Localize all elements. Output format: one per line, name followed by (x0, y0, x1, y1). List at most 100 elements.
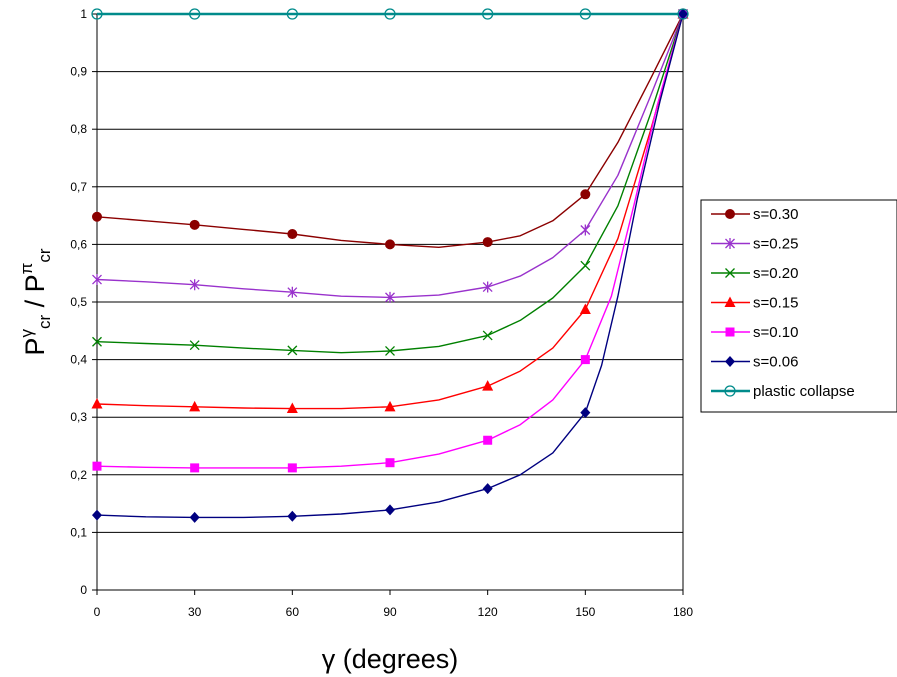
y-axis-title-separator: / (20, 292, 50, 315)
data-point-s-0-30 (287, 229, 298, 240)
data-point-s-0-30 (189, 219, 200, 230)
legend-marker (725, 209, 735, 219)
data-point-plastic-collapse (384, 8, 396, 20)
data-point-s-0-06 (189, 511, 200, 523)
legend-item-s-0-20: s=0.20 (711, 265, 798, 282)
y-axis-title-symbol-2: P (20, 274, 50, 292)
data-point-s-0-06 (482, 483, 493, 495)
data-point-s-0-15 (384, 400, 396, 412)
legend-marker (725, 268, 735, 278)
gridlines (97, 13, 683, 533)
series-line-s-0-25 (96, 13, 684, 299)
data-point-s-0-10 (385, 458, 395, 468)
data-point-plastic-collapse (482, 8, 494, 20)
y-tick-label: 0,2 (70, 468, 87, 482)
data-point-s-0-25 (92, 274, 102, 286)
data-point-s-0-20 (580, 260, 591, 271)
series-markers (91, 8, 689, 523)
legend-item-plastic-collapse: plastic collapse (711, 383, 855, 400)
y-tick-label: 0,5 (70, 295, 87, 309)
data-point-s-0-20 (92, 336, 102, 347)
data-point-s-0-15 (189, 400, 201, 412)
y-tick-label: 0,3 (70, 410, 87, 424)
legend-label: plastic collapse (753, 383, 855, 400)
data-point-plastic-collapse (189, 8, 201, 20)
data-point-s-0-10 (287, 463, 297, 473)
x-tick-label: 60 (286, 605, 300, 619)
data-point-s-0-20 (189, 340, 200, 351)
data-point-s-0-10 (483, 435, 493, 445)
data-point-s-0-06 (580, 407, 591, 419)
data-point-s-0-30 (92, 211, 102, 222)
x-axis-title: γ (degrees) (322, 644, 459, 674)
y-tick-label: 1 (80, 7, 87, 21)
x-tick-label: 150 (575, 605, 595, 619)
y-tick-label: 0,7 (70, 180, 87, 194)
series-line-s-0-06 (96, 13, 684, 519)
legend-marker (724, 296, 736, 307)
data-point-s-0-06 (385, 504, 395, 516)
series-line-s-0-30 (96, 13, 684, 249)
data-point-plastic-collapse (91, 8, 103, 20)
data-point-s-0-20 (287, 345, 298, 356)
legend-item-s-0-15: s=0.15 (711, 295, 798, 312)
series-lines (96, 12, 684, 519)
data-point-s-0-30 (580, 189, 591, 200)
data-point-s-0-15 (482, 380, 494, 391)
legend-label: s=0.25 (753, 236, 798, 253)
y-axis-title-sup1: γ (17, 329, 36, 338)
y-tick-labels: 0 0,1 0,2 0,3 0,4 0,5 0,6 0,7 0,8 0,9 1 (70, 7, 97, 597)
legend-label: s=0.15 (753, 295, 798, 312)
series-line-s-0-20 (96, 13, 684, 354)
data-point-s-0-15 (286, 402, 298, 414)
data-point-s-0-30 (385, 239, 395, 250)
data-point-s-0-10 (580, 355, 590, 365)
legend-label: s=0.06 (753, 354, 798, 371)
y-axis-title-sub2: cr (35, 248, 54, 263)
legend-marker (725, 327, 735, 337)
data-point-s-0-10 (92, 461, 102, 471)
data-point-s-0-06 (287, 510, 298, 522)
data-point-s-0-15 (579, 303, 591, 314)
y-tick-label: 0,8 (70, 122, 87, 136)
data-point-plastic-collapse (579, 8, 591, 20)
x-tick-label: 0 (94, 605, 101, 619)
data-point-s-0-20 (482, 330, 493, 341)
x-tick-label: 90 (383, 605, 397, 619)
data-point-s-0-15 (91, 397, 103, 409)
y-axis-title-sup2: π (17, 263, 36, 275)
legend-marker (725, 238, 735, 249)
data-point-s-0-30 (482, 237, 493, 248)
data-point-s-0-20 (385, 346, 395, 356)
x-tick-label: 180 (673, 605, 693, 619)
data-point-plastic-collapse (677, 8, 689, 20)
data-point-s-0-25 (580, 224, 591, 236)
y-axis-title: Pγcr / Pπcr (17, 248, 54, 355)
y-axis-title-symbol: P (20, 338, 50, 356)
x-tick-label: 30 (188, 605, 202, 619)
legend-label: s=0.20 (753, 265, 798, 282)
legend-label: s=0.30 (753, 206, 798, 223)
series-line-s-0-10 (96, 13, 684, 469)
data-point-s-0-25 (287, 286, 298, 298)
legend: s=0.30 s=0.25 s=0.20 s=0.15 s=0.10 s=0.06 plas… (700, 199, 897, 413)
legend-item-s-0-25: s=0.25 (711, 236, 798, 253)
legend-item-s-0-30: s=0.30 (711, 206, 798, 223)
legend-marker (724, 385, 736, 397)
y-tick-label: 0,4 (70, 353, 87, 367)
legend-marker (725, 356, 735, 367)
y-tick-label: 0,9 (70, 65, 87, 79)
y-tick-label: 0,1 (70, 525, 87, 539)
series-line-s-0-15 (96, 13, 684, 410)
y-tick-label: 0,6 (70, 237, 87, 251)
data-point-plastic-collapse (286, 8, 298, 20)
data-point-s-0-06 (678, 8, 688, 20)
legend-item-s-0-06: s=0.06 (711, 354, 798, 371)
data-point-s-0-10 (190, 463, 200, 473)
x-tick-label: 120 (478, 605, 498, 619)
legend-item-s-0-10: s=0.10 (711, 324, 798, 341)
data-point-s-0-25 (385, 291, 395, 303)
data-point-s-0-06 (92, 509, 102, 521)
data-point-s-0-25 (482, 281, 493, 293)
